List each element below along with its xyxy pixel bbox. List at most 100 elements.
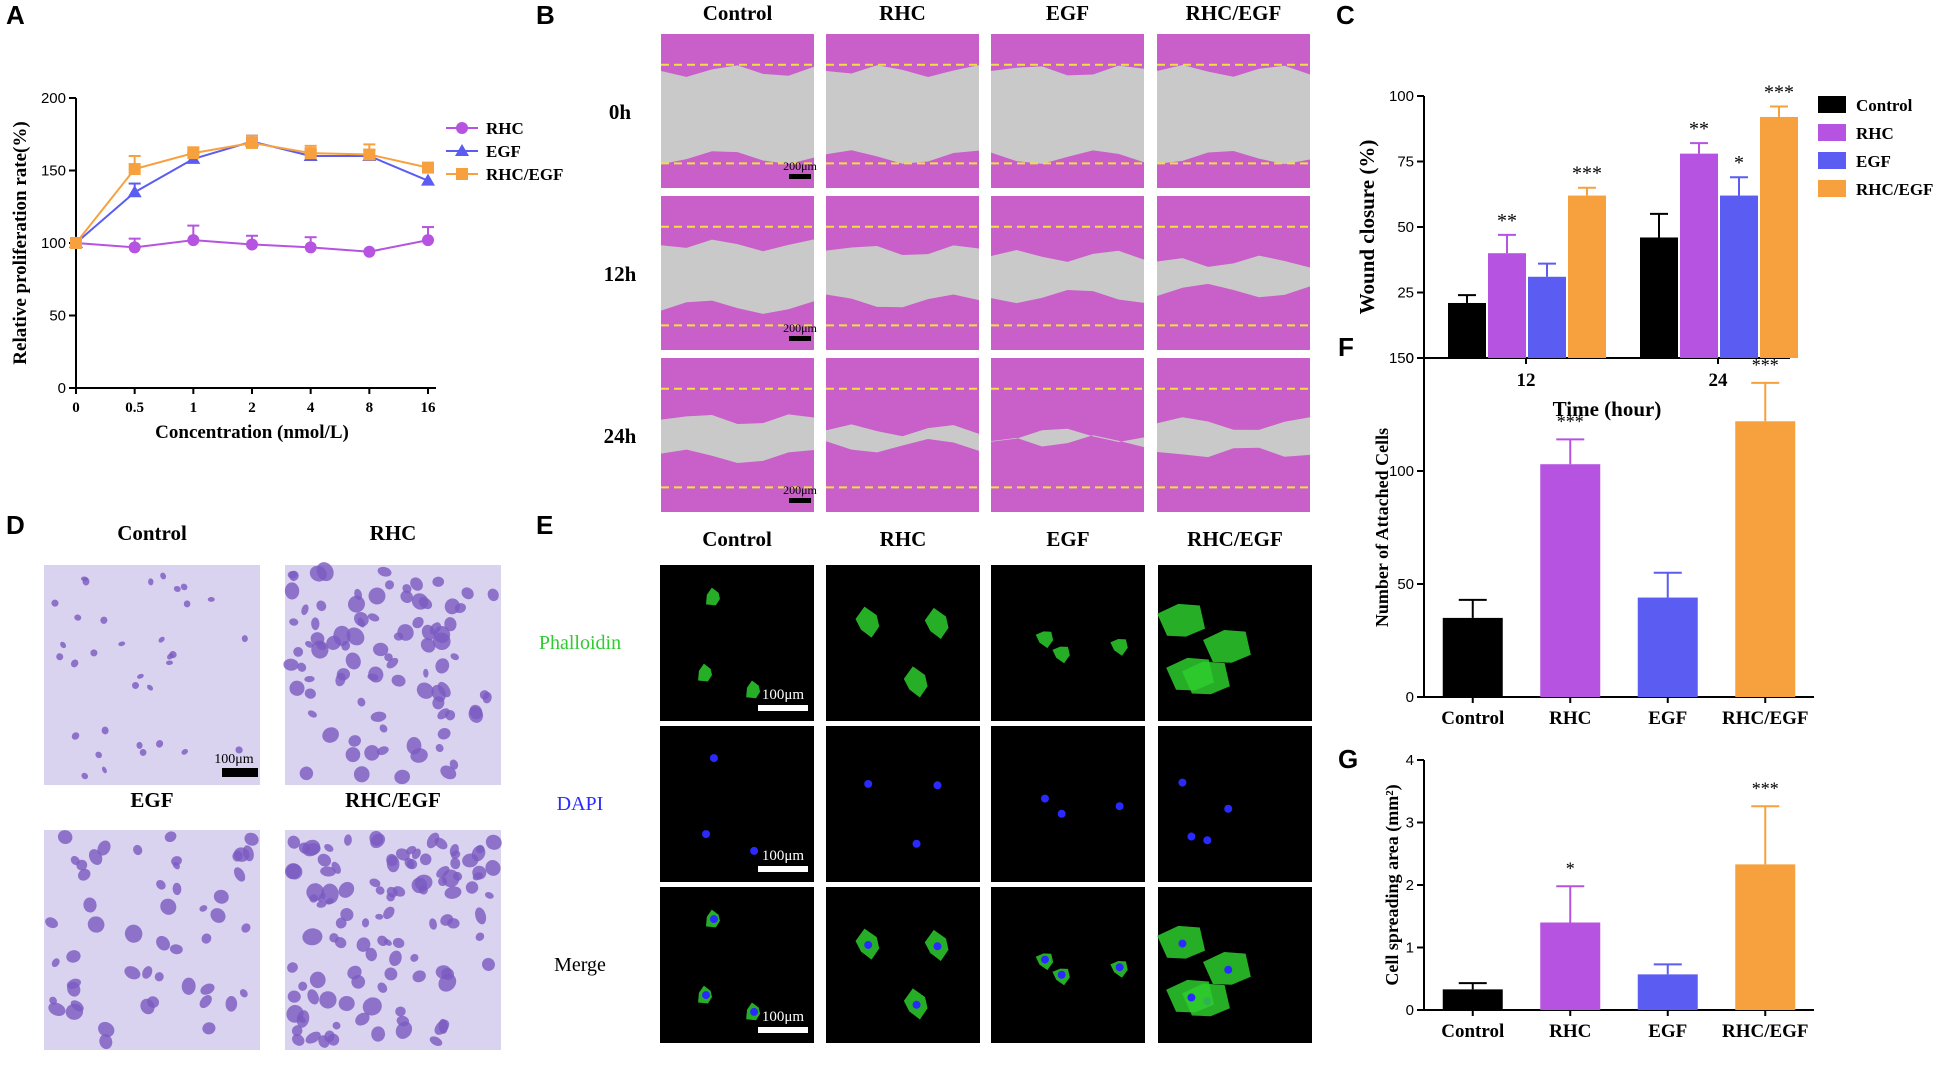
panel-d-cell [88,849,103,866]
panel-b-scratch-assay: Control RHC EGF RHC/EGF 0h 200μm 12h 200μm 24h 20… [604,1,1310,512]
panel-a-point [187,234,200,247]
panel-d-cell [67,981,81,997]
panel-a-point [363,245,376,258]
panel-d-cell [481,957,495,971]
panel-d-cell [173,585,181,592]
panel-f-group-label: EGF [1046,527,1089,551]
panel-d-cell [338,995,355,1012]
panel-d-cell [340,908,354,921]
panel-d-cell [432,576,445,587]
panel-d-cell [377,982,388,993]
panel-d-cell [164,831,177,843]
panel-f-cell-nucleus [933,781,942,790]
panel-d-cell [133,844,143,856]
panel-g-x-tick-label: RHC [1549,1021,1591,1042]
panel-d-cell [169,944,183,955]
panel-d-cell [66,950,81,963]
panel-d-cell [309,565,327,582]
panel-d-cell [348,735,361,747]
panel-f-scale-bar [758,866,808,872]
panel-d-cell [297,662,307,672]
panel-g-bar [1735,864,1796,1010]
panel-c-y-tick-label: 25 [1397,285,1414,302]
panel-d-cell [293,647,304,657]
panel-d-cell [484,892,494,899]
panel-b-wound-gap [991,250,1144,304]
panel-d-cell [70,1000,84,1012]
panel-d-cell [386,657,399,669]
panel-d-cell [200,983,215,995]
panel-f-cell-actin [924,607,949,639]
panel-f-cell-nucleus [709,754,718,763]
panel-d-cell [367,673,379,681]
panel-d-cell [434,837,448,850]
panel-b-group-label: EGF [1046,1,1089,25]
panel-d-cell [389,950,402,967]
panel-d-cell [395,1006,406,1017]
panel-c-legend-swatch [1818,96,1846,113]
panel-b-wound-gap [661,414,814,464]
panel-f-channel-label: DAPI [557,793,604,815]
panel-b-wound-gap [1157,417,1310,458]
panel-c-y-tick-label: 75 [1397,154,1414,171]
panel-d-cell [419,853,432,866]
panel-e-bar [1442,617,1503,697]
panel-d-cell [437,708,450,720]
panel-d-cell [379,724,388,733]
panel-d-scale-bar [222,768,258,777]
panel-d-cell [287,835,301,849]
panel-d-group-label: Control [117,521,187,545]
panel-d-cell [475,932,485,941]
panel-d-cell [101,766,107,774]
panel-a-legend-marker [455,144,469,156]
panel-b-scale-text: 200μm [783,159,817,173]
panel-d-cell [199,995,212,1009]
panel-d-cell [355,1012,370,1026]
panel-d-cell [70,659,79,668]
panel-d-cell [362,997,382,1016]
panel-d-cell [450,850,461,859]
panel-b-scale-text: 200μm [783,321,817,335]
panel-b-wound-gap [826,65,979,164]
panel-a-point [128,241,141,254]
panel-g-y-axis-label: Cell spreading area (mm²) [1382,784,1403,985]
panel-d-cell [444,886,462,899]
panel-b-wound-gap [661,239,814,314]
panel-d-cell [435,965,452,979]
panel-e-y-tick-label: 0 [1406,689,1414,706]
panel-d-cell [199,905,208,912]
panel-c-bar [1640,237,1678,358]
panel-f-channel-label: Phalloidin [539,632,621,654]
panel-d-cell [139,748,147,756]
panel-f-scale-bar [758,1027,808,1033]
panel-d-cell [233,847,250,862]
panel-d-cell [365,947,377,962]
panel-c-legend-label: Control [1856,96,1913,115]
panel-d-cell [391,674,406,687]
panel-g-sig-mark: * [1566,858,1575,878]
panel-a-legend-label: RHC [486,119,524,138]
panel-d-cell [101,726,109,735]
panel-g-bar [1637,974,1698,1010]
panel-d-cell [421,624,436,641]
panel-c-sig-mark: ** [1497,210,1517,232]
panel-f-cell-actin [1203,630,1251,663]
panel-d-cell [154,972,164,982]
panel-d-cell [416,682,434,699]
panel-c-legend-label: RHC [1856,124,1894,143]
panel-b-scale-bar [789,336,811,341]
panel-b-group-label: RHC [879,1,926,25]
panel-b-wound-gap [826,424,979,453]
panel-f-cell-nucleus [933,942,942,951]
panel-d-cell [45,917,59,929]
panel-d-cell [83,897,97,913]
panel-d-cell [51,599,59,607]
panel-d-cell [487,588,499,602]
panel-f-cell-nucleus [702,991,711,1000]
panel-b-scale-bar [789,498,811,503]
panel-d-cell [404,857,415,869]
panel-c-y-axis-label: Wound closure (%) [1355,140,1379,315]
panel-d-cell [155,739,164,748]
panel-d-cell [57,830,73,845]
